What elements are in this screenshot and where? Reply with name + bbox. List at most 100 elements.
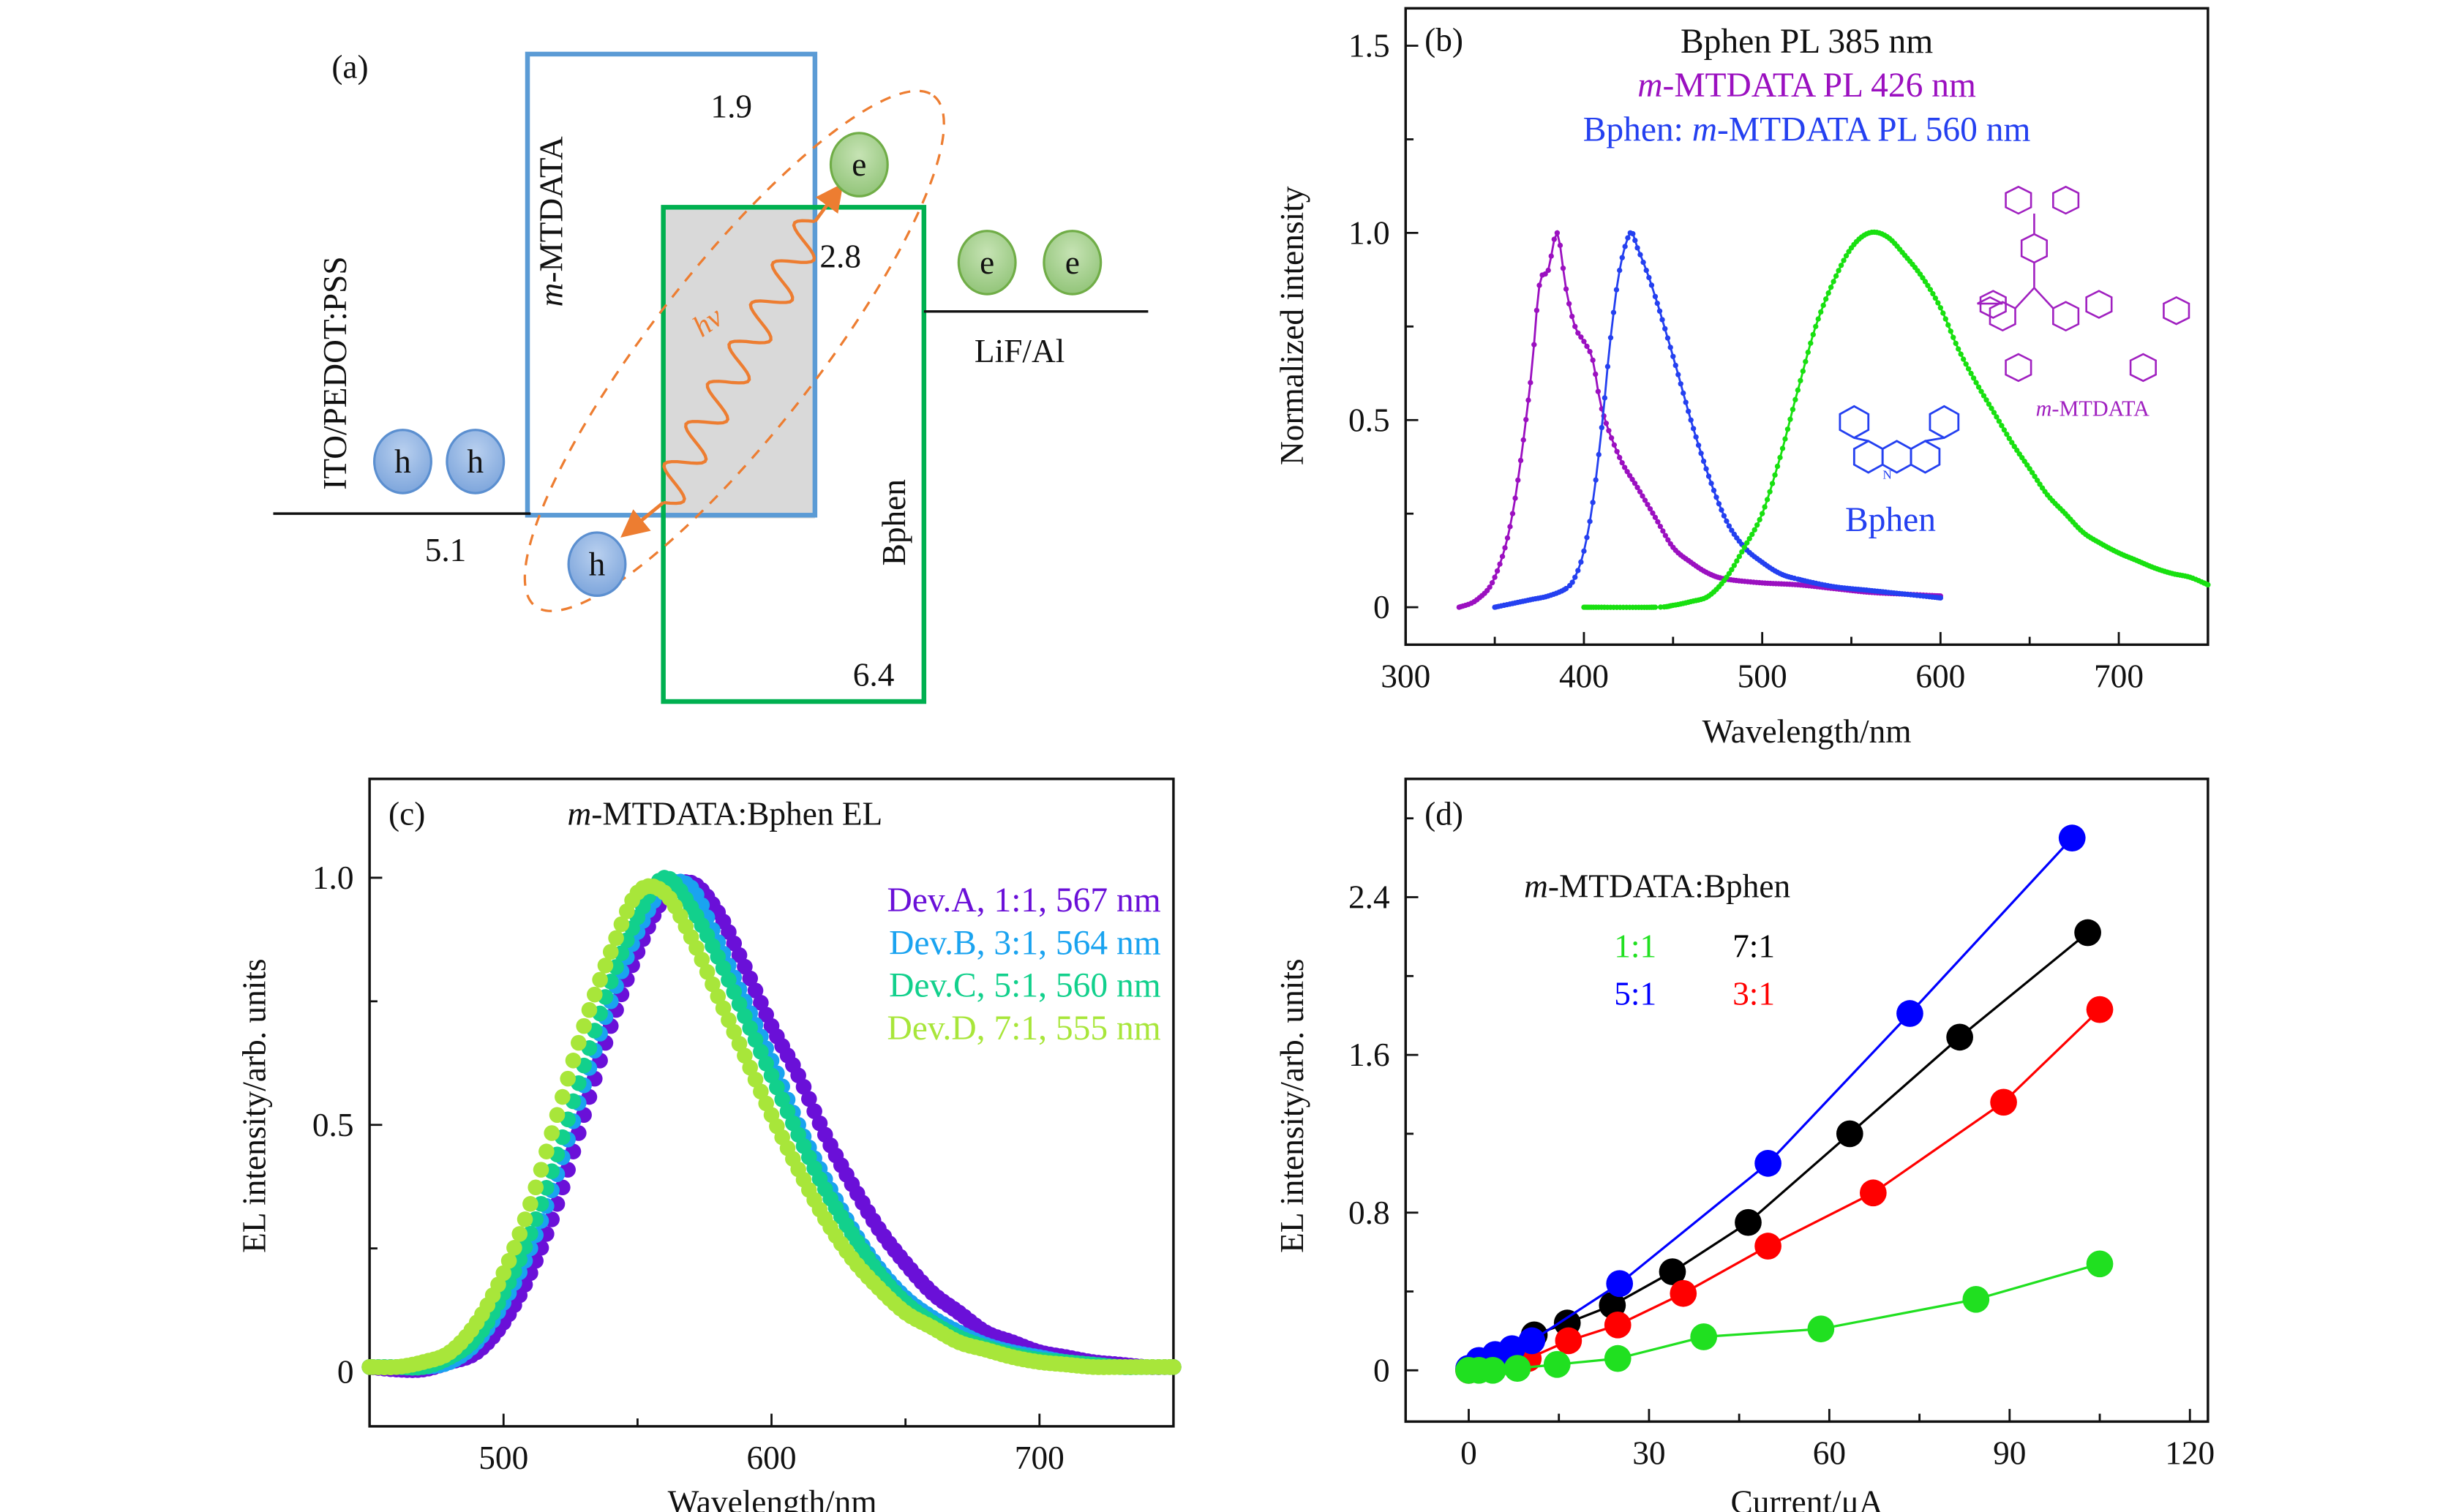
pl-data-point xyxy=(1517,457,1524,464)
pl-data-point xyxy=(1578,334,1584,340)
el-data-point xyxy=(571,1034,587,1051)
pl-data-point xyxy=(1838,263,1844,268)
pl-data-point xyxy=(1531,342,1537,347)
pl-data-point xyxy=(1693,434,1699,440)
x-tick-label: 90 xyxy=(1993,1435,2026,1472)
data-point xyxy=(2074,919,2101,947)
pl-data-point xyxy=(2032,473,2038,479)
pl-data-point xyxy=(1741,544,1747,550)
y-tick-label: 0 xyxy=(337,1354,354,1391)
pl-data-point xyxy=(1560,266,1566,271)
pl-data-point xyxy=(1774,463,1781,470)
pl-data-point xyxy=(1690,426,1697,432)
pl-data-point xyxy=(1705,473,1712,479)
el-data-point xyxy=(721,1012,737,1028)
chart-title-c: m-MTDATA:Bphen EL xyxy=(567,795,882,832)
pl-data-point xyxy=(1937,305,1944,311)
pl-data-point xyxy=(1703,466,1709,472)
bphen-label: Bphen xyxy=(876,479,912,565)
data-point xyxy=(1555,1327,1582,1355)
legend-bphen-pl: Bphen PL 385 nm xyxy=(1681,23,1933,61)
pl-data-point xyxy=(1613,287,1620,293)
y-axis-title-d: EL intensity/arb. units xyxy=(1274,958,1310,1252)
el-data-point xyxy=(758,1056,774,1072)
pl-data-point xyxy=(1575,568,1581,573)
el-data-point xyxy=(753,1043,769,1060)
pl-data-point xyxy=(1652,604,1659,610)
data-point xyxy=(1807,1315,1835,1343)
el-data-point xyxy=(581,1001,598,1018)
pl-data-point xyxy=(1772,472,1778,478)
data-point xyxy=(1543,1350,1571,1378)
pl-data-point xyxy=(1686,408,1692,415)
y-axis-title-b: Normalized intensity xyxy=(1274,186,1310,465)
el-series-group xyxy=(361,870,1182,1378)
el-data-point xyxy=(795,1078,812,1095)
pl-data-point xyxy=(1642,497,1648,503)
bphen-lumo-value: 2.8 xyxy=(819,238,861,274)
bphen-structure-image xyxy=(1839,405,1960,474)
x-tick-label: 0 xyxy=(1460,1435,1477,1472)
pl-data-point xyxy=(1937,595,1944,601)
pl-data-point xyxy=(1667,345,1673,350)
y-tick-label: 1.0 xyxy=(312,860,354,896)
legend-mtdata-pl: m-MTDATA PL 426 nm xyxy=(1637,67,1976,105)
pl-data-point xyxy=(1803,358,1809,365)
pl-data-point xyxy=(1590,500,1596,505)
pl-data-point xyxy=(1512,495,1518,501)
pl-data-point xyxy=(1656,308,1663,314)
pl-data-point xyxy=(1528,380,1533,385)
pl-data-point xyxy=(1607,335,1614,341)
pl-data-point xyxy=(1983,397,1989,403)
mtdata-structure-image xyxy=(1977,185,2190,383)
pl-data-point xyxy=(1492,574,1498,580)
pl-data-point xyxy=(1683,399,1689,405)
svg-text:h: h xyxy=(394,443,411,480)
el-data-point xyxy=(694,952,710,968)
el-data-point xyxy=(517,1211,533,1227)
pl-data-point xyxy=(1963,361,1969,367)
pl-data-point xyxy=(1739,549,1745,555)
pl-data-point xyxy=(1749,531,1755,538)
pl-data-point xyxy=(1557,242,1563,249)
pl-series-0 xyxy=(1456,230,1944,610)
panel-label-d: (d) xyxy=(1424,795,1463,832)
pl-data-point xyxy=(1950,334,1956,340)
pl-data-point xyxy=(1670,353,1676,359)
pl-data-point xyxy=(1698,451,1704,456)
pl-data-point xyxy=(1655,519,1661,525)
pl-data-point xyxy=(1595,388,1602,394)
pl-data-point xyxy=(1590,357,1596,364)
data-point xyxy=(1896,1000,1923,1027)
pl-data-point xyxy=(1652,293,1659,300)
el-data-point xyxy=(533,1162,549,1178)
pl-data-point xyxy=(1927,287,1934,293)
pl-data-point xyxy=(1650,510,1656,516)
pl-data-point xyxy=(1640,493,1645,499)
pl-data-point xyxy=(1664,335,1671,341)
pl-data-point xyxy=(2034,478,2040,484)
pl-data-point xyxy=(1779,445,1786,451)
data-point xyxy=(2086,996,2114,1023)
pl-data-point xyxy=(1808,340,1814,346)
x-tick-label: 300 xyxy=(1381,658,1430,695)
el-data-point xyxy=(753,1083,769,1100)
pl-data-point xyxy=(1681,390,1686,396)
x-tick-label: 600 xyxy=(747,1440,797,1476)
pl-data-point xyxy=(1678,381,1683,387)
data-point xyxy=(1962,1285,1990,1313)
pl-data-point xyxy=(1630,230,1636,237)
el-data-point xyxy=(688,940,705,956)
el-series-Dev.D xyxy=(361,878,1182,1376)
pl-data-point xyxy=(1504,535,1511,541)
el-data-point xyxy=(742,1059,759,1076)
panel-d-el-vs-current: (d) Current/μA EL intensity/arb. units m… xyxy=(1274,778,2215,1512)
pl-data-point xyxy=(1604,364,1611,369)
pl-data-point xyxy=(1970,375,1977,381)
pl-data-point xyxy=(1953,340,1959,347)
pl-data-point xyxy=(2037,481,2043,487)
panel-a-energy-diagram: (a) hv 1.9 2.8 5.1 6.4 LiF/Al ITO/PEDOT:… xyxy=(273,48,1149,704)
el-data-point xyxy=(747,1072,764,1088)
el-data-point xyxy=(549,1107,566,1124)
exciplex-ellipse xyxy=(523,89,945,612)
